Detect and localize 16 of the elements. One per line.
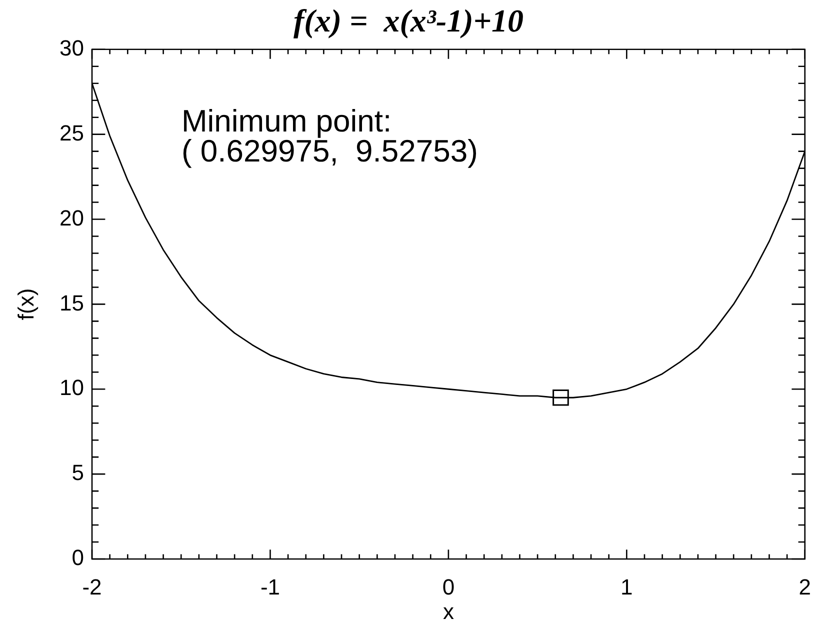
- y-tick-label: 10: [60, 375, 84, 400]
- y-tick-label: 15: [60, 290, 84, 316]
- x-tick-label: -1: [260, 574, 280, 600]
- y-tick-label: 5: [72, 460, 84, 486]
- y-tick-label: 0: [72, 545, 84, 570]
- y-tick-label: 30: [60, 35, 84, 60]
- x-tick-label: 2: [798, 574, 812, 600]
- chart-title: f(x) = x(x³-1)+10: [294, 2, 524, 38]
- x-tick-label: 1: [620, 574, 633, 600]
- y-tick-label: 25: [60, 120, 84, 146]
- y-axis-title: f(x): [13, 288, 38, 320]
- x-tick-label: -2: [82, 574, 102, 600]
- y-tick-label: 20: [60, 205, 84, 230]
- annotation: Minimum point:: [181, 103, 392, 138]
- x-tick-label: 0: [442, 574, 455, 600]
- x-axis-title: x: [442, 598, 454, 624]
